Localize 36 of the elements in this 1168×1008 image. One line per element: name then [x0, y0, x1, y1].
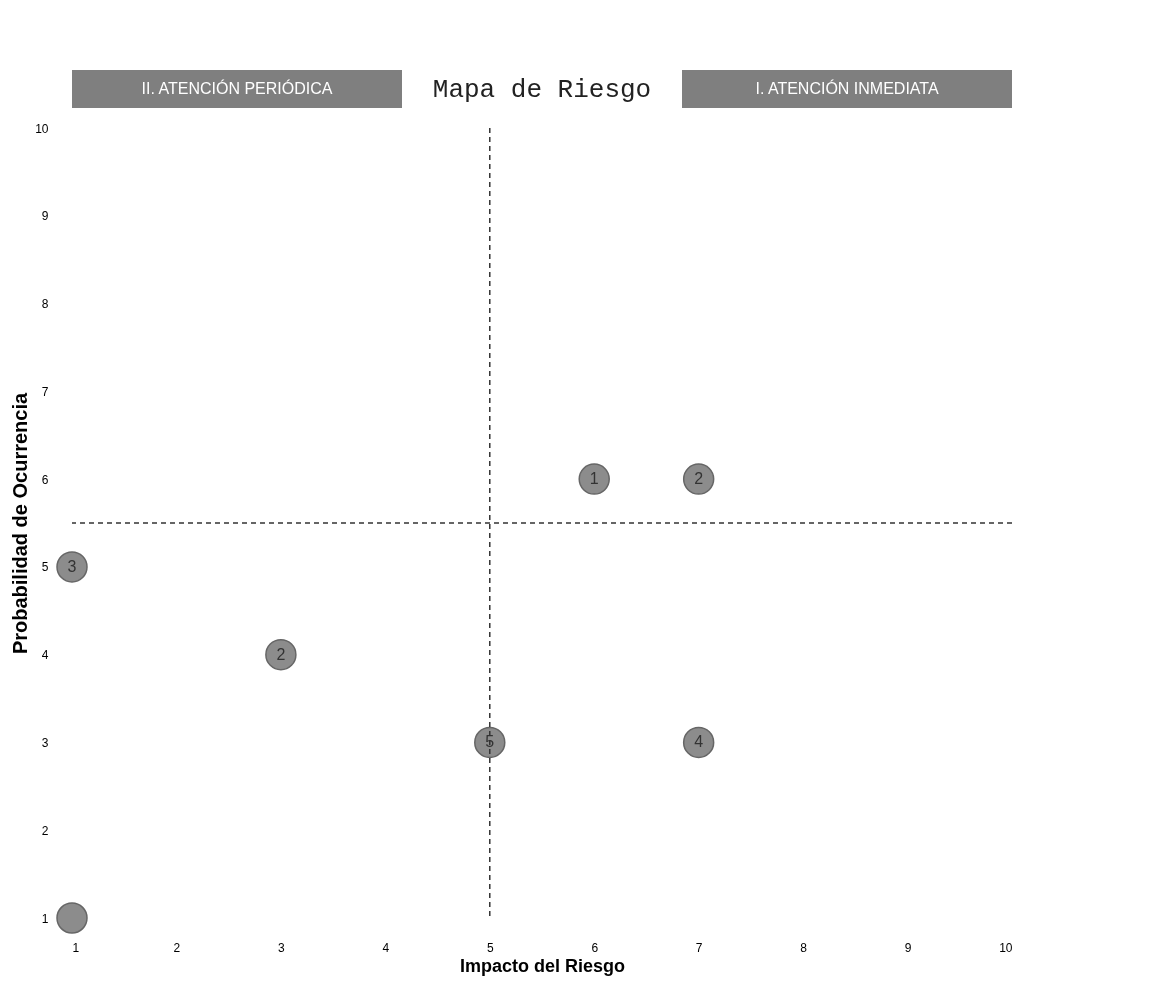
y-axis-title: Probabilidad de Ocurrencia: [9, 392, 32, 655]
y-tick-label: 10: [35, 121, 49, 136]
x-tick-label: 2: [173, 940, 181, 955]
y-tick-label: 1: [41, 911, 49, 926]
y-tick-label: 5: [41, 560, 49, 575]
annotation: 3: [67, 557, 77, 575]
x-tick-label: 9: [904, 940, 912, 955]
annotation: 4: [694, 733, 704, 751]
x-tick-label: 7: [695, 940, 703, 955]
y-tick-label: 6: [41, 472, 49, 487]
x-tick-label: 1: [72, 940, 80, 955]
x-tick-label: 3: [278, 940, 286, 955]
annotation: 2: [694, 470, 704, 488]
x-tick-label: 4: [382, 940, 390, 955]
point: [56, 551, 88, 583]
chart-title: Mapa de Riesgo: [432, 75, 652, 105]
text: II. ATENCIÓN PERIÓDICA: [141, 79, 333, 97]
point: [265, 638, 297, 671]
y-tick-label: 2: [41, 823, 49, 838]
x-tick-label: 8: [800, 940, 808, 955]
x-tick-label: 10: [999, 940, 1013, 955]
y-tick-label: 8: [41, 297, 49, 312]
y-tick-label: 9: [41, 209, 49, 224]
x-tick-label: 5: [486, 940, 494, 955]
point: [56, 902, 88, 934]
point: [682, 726, 715, 759]
y-tick-label: 7: [41, 384, 49, 399]
point: [682, 463, 715, 495]
annotation: 1: [589, 470, 599, 488]
point: [578, 463, 610, 495]
text: I. ATENCIÓN INMEDIATA: [755, 79, 939, 97]
y-tick-label: 3: [41, 735, 49, 750]
annotation: 2: [276, 645, 286, 663]
x-axis-title: Impacto del Riesgo: [459, 955, 626, 976]
x-tick-label: 6: [591, 940, 599, 955]
y-tick-label: 4: [41, 648, 49, 663]
